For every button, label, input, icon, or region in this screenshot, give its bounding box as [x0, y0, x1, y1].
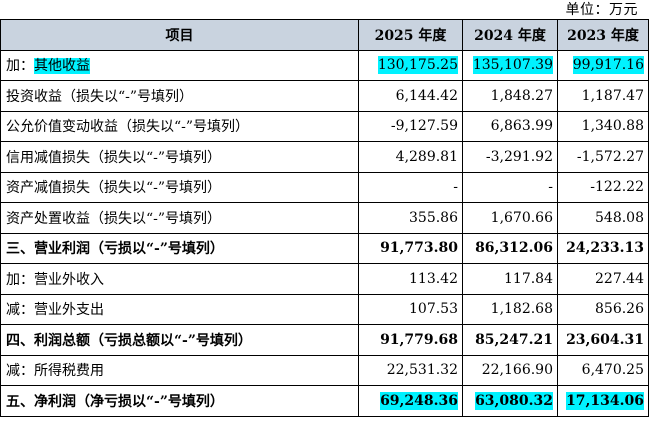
cell-2025: 22,531.32 [358, 354, 463, 386]
header-2023: 2023 年度 [557, 19, 649, 51]
header-item: 项目 [0, 19, 359, 51]
cell-2023: 227.44 [557, 263, 649, 295]
row-label: 资产减值损失（损失以“-”号填列） [0, 171, 359, 203]
value-2025: 69,248.36 [380, 391, 458, 410]
cell-2024: 1,670.66 [462, 202, 558, 234]
row-non-operating-expense: 减：营业外支出 107.53 1,182.68 856.26 [0, 293, 649, 325]
cell-2025: 113.42 [358, 263, 463, 295]
unit-label: 单位：万元 [565, 2, 638, 18]
row-label: 减：营业外支出 [0, 293, 359, 325]
row-label: 四、利润总额（亏损总额以“-”号填列） [0, 324, 359, 356]
row-fair-value-change: 公允价值变动收益（损失以“-”号填列） -9,127.59 6,863.99 1… [0, 110, 649, 142]
cell-2024: 6,863.99 [462, 110, 558, 142]
cell-2024: 1,848.27 [462, 80, 558, 112]
row-label: 加：其他收益 [0, 49, 359, 81]
cell-2023: 99,917.16 [557, 49, 649, 81]
cell-2023: 548.08 [557, 202, 649, 234]
cell-2023: 6,470.25 [557, 354, 649, 386]
row-operating-profit: 三、营业利润（亏损以“-”号填列） 91,773.80 86,312.06 24… [0, 232, 649, 264]
cell-2024: 135,107.39 [462, 49, 558, 81]
row-label-prefix: 加： [6, 58, 34, 75]
cell-2025: - [358, 171, 463, 203]
cell-2025: 91,779.68 [358, 324, 463, 356]
cell-2023: 1,187.47 [557, 80, 649, 112]
row-label: 资产处置收益（损失以“-”号填列） [0, 202, 359, 234]
cell-2024: 22,166.90 [462, 354, 558, 386]
cell-2023: 1,340.88 [557, 110, 649, 142]
cell-2023: 856.26 [557, 293, 649, 325]
row-asset-impairment: 资产减值损失（损失以“-”号填列） - - -122.22 [0, 171, 649, 203]
row-non-operating-income: 加：营业外收入 113.42 117.84 227.44 [0, 263, 649, 295]
cell-2023: 24,233.13 [557, 232, 649, 264]
cell-2025: 107.53 [358, 293, 463, 325]
cell-2025: 6,144.42 [358, 80, 463, 112]
cell-2024: 85,247.21 [462, 324, 558, 356]
cell-2025: 91,773.80 [358, 232, 463, 264]
cell-2025: 4,289.81 [358, 141, 463, 173]
cell-2025: -9,127.59 [358, 110, 463, 142]
row-label: 三、营业利润（亏损以“-”号填列） [0, 232, 359, 264]
cell-2023: -122.22 [557, 171, 649, 203]
cell-2024: 86,312.06 [462, 232, 558, 264]
cell-2024: - [462, 171, 558, 203]
value-2023: 99,917.16 [572, 56, 644, 75]
value-2024: 63,080.32 [475, 391, 553, 410]
row-other-income: 加：其他收益 130,175.25 135,107.39 99,917.16 [0, 49, 649, 81]
header-2025: 2025 年度 [358, 19, 463, 51]
cell-2025: 69,248.36 [358, 385, 463, 417]
value-2024: 135,107.39 [472, 56, 553, 75]
row-label: 减：所得税费用 [0, 354, 359, 386]
cell-2023: -1,572.27 [557, 141, 649, 173]
row-label: 五、净利润（净亏损以“-”号填列） [0, 385, 359, 417]
row-income-tax: 减：所得税费用 22,531.32 22,166.90 6,470.25 [0, 354, 649, 386]
table-header-row: 项目 2025 年度 2024 年度 2023 年度 [0, 19, 649, 51]
row-label-highlighted: 其他收益 [34, 58, 90, 75]
cell-2025: 130,175.25 [358, 49, 463, 81]
income-statement-table: 项目 2025 年度 2024 年度 2023 年度 加：其他收益 130,17… [0, 19, 649, 417]
cell-2024: 63,080.32 [462, 385, 558, 417]
row-credit-impairment: 信用减值损失（损失以“-”号填列） 4,289.81 -3,291.92 -1,… [0, 141, 649, 173]
header-2024: 2024 年度 [462, 19, 558, 51]
row-label: 公允价值变动收益（损失以“-”号填列） [0, 110, 359, 142]
row-asset-disposal: 资产处置收益（损失以“-”号填列） 355.86 1,670.66 548.08 [0, 202, 649, 234]
cell-2024: 1,182.68 [462, 293, 558, 325]
cell-2024: -3,291.92 [462, 141, 558, 173]
value-2023: 17,134.06 [566, 391, 644, 410]
row-investment-income: 投资收益（损失以“-”号填列） 6,144.42 1,848.27 1,187.… [0, 80, 649, 112]
row-label: 投资收益（损失以“-”号填列） [0, 80, 359, 112]
row-label: 加：营业外收入 [0, 263, 359, 295]
value-2025: 130,175.25 [377, 56, 458, 75]
cell-2025: 355.86 [358, 202, 463, 234]
cell-2023: 23,604.31 [557, 324, 649, 356]
cell-2024: 117.84 [462, 263, 558, 295]
cell-2023: 17,134.06 [557, 385, 649, 417]
row-net-profit: 五、净利润（净亏损以“-”号填列） 69,248.36 63,080.32 17… [0, 385, 649, 417]
row-total-profit: 四、利润总额（亏损总额以“-”号填列） 91,779.68 85,247.21 … [0, 324, 649, 356]
row-label: 信用减值损失（损失以“-”号填列） [0, 141, 359, 173]
